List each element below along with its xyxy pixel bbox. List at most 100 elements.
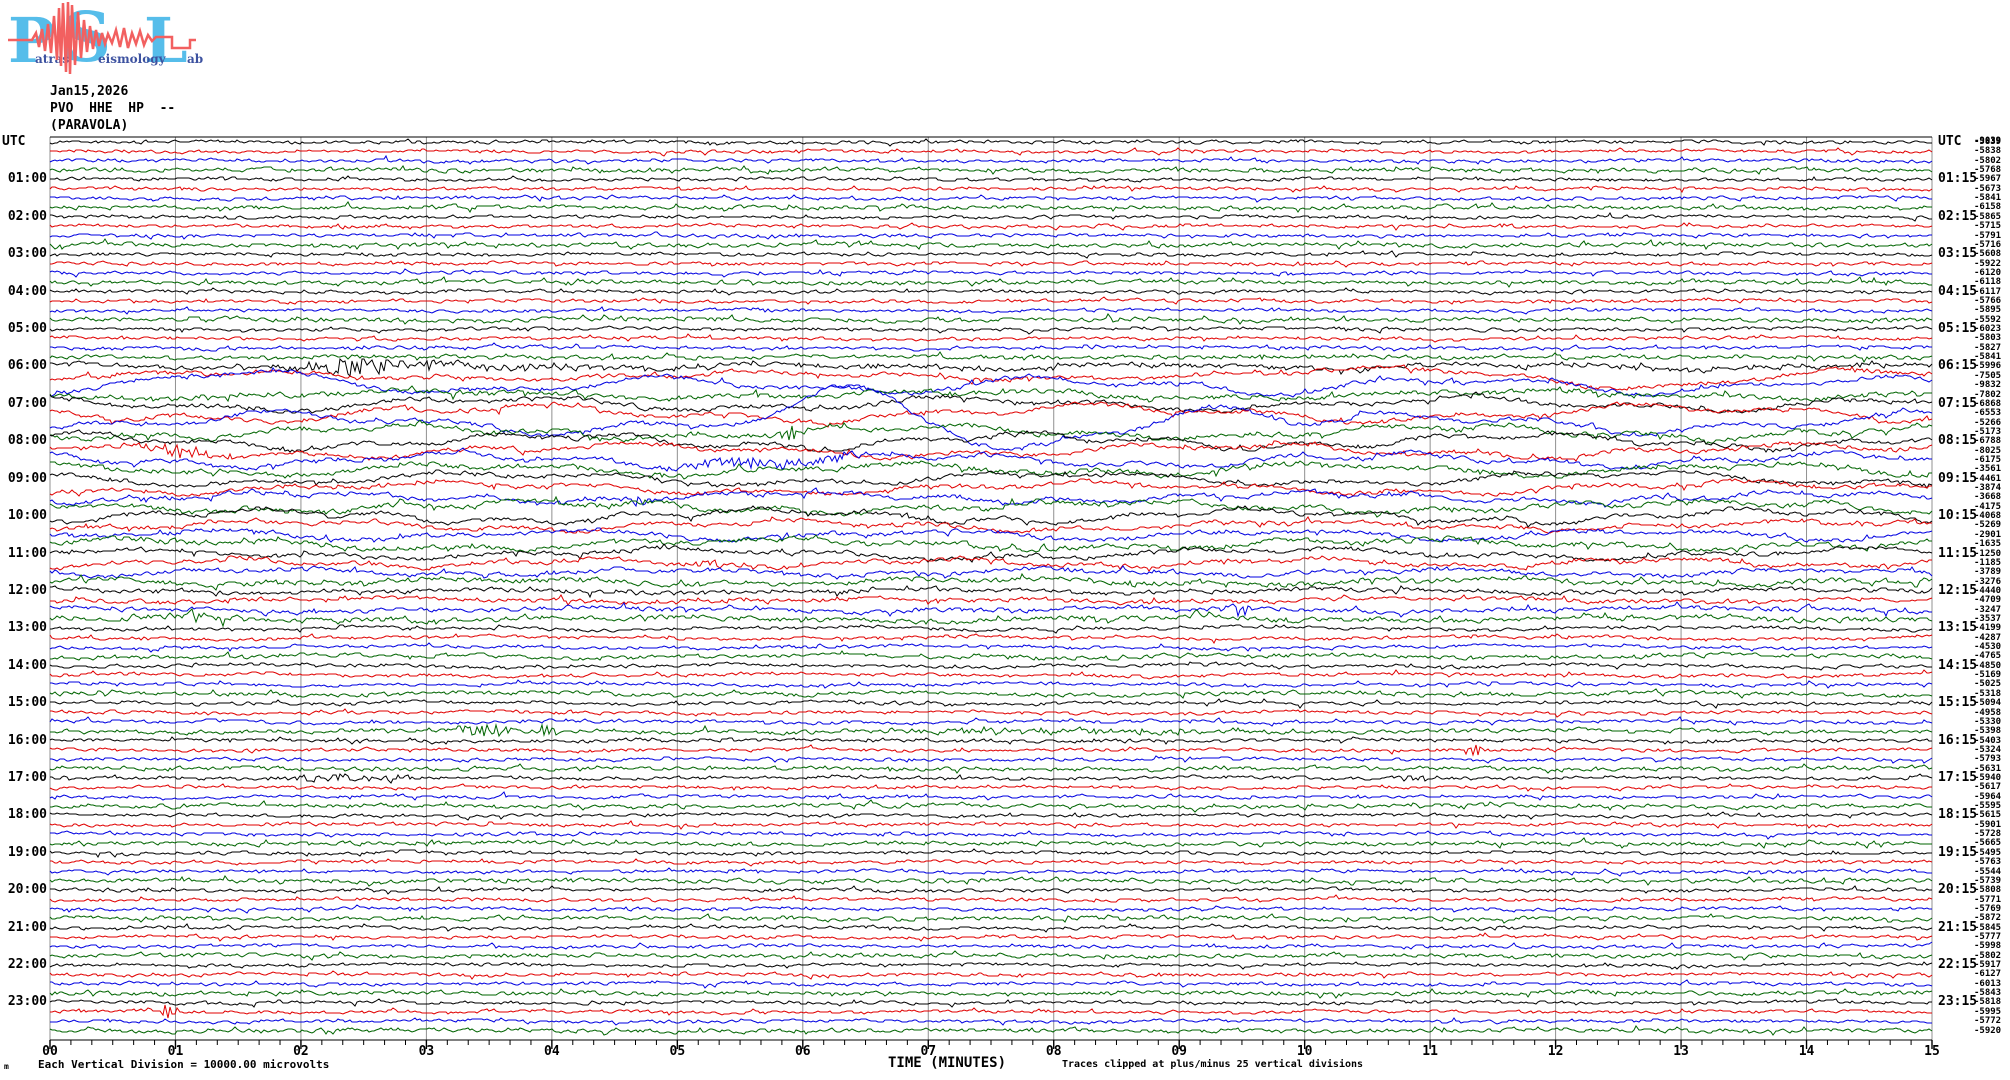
hour-label-left: UTC xyxy=(2,134,26,149)
hour-label-right: 19:15 xyxy=(1938,844,1978,860)
seismo-trace-row-87 xyxy=(49,950,1933,961)
logo-word-eismology: eismology xyxy=(98,52,166,66)
seismo-trace-row-79 xyxy=(49,875,1933,887)
trace-offset-value: -6127 xyxy=(1974,969,2002,980)
hour-label-right: UTC xyxy=(1938,134,1962,149)
trace-offset-value: -5964 xyxy=(1974,791,2002,802)
seismo-trace-row-44 xyxy=(49,543,1933,563)
seismo-trace-row-40 xyxy=(49,505,1933,528)
seismo-trace-row-11 xyxy=(49,238,1933,250)
hour-label-right: 13:15 xyxy=(1938,620,1978,636)
trace-offset-value: -5843 xyxy=(1974,988,2002,999)
hour-label-left: 06:00 xyxy=(7,358,47,374)
seismo-trace-row-22 xyxy=(50,342,1932,352)
trace-offset-value: -5324 xyxy=(1974,744,2002,755)
trace-offset-value: -5803 xyxy=(1974,333,2002,344)
hour-label-left: 08:00 xyxy=(7,433,47,449)
hour-label-left: 17:00 xyxy=(7,769,47,785)
seismo-trace-row-83 xyxy=(49,913,1933,924)
trace-offset-value: -1635 xyxy=(1974,539,2002,550)
trace-offset-value: -5841 xyxy=(1974,193,2002,204)
seismo-trace-row-58 xyxy=(50,679,1933,689)
seismo-trace-row-7 xyxy=(49,201,1932,213)
seismo-trace-row-21 xyxy=(49,333,1933,343)
x-tick-label: 14 xyxy=(1798,1044,1815,1059)
x-tick-label: 13 xyxy=(1673,1044,1689,1059)
seismo-trace-row-34 xyxy=(49,447,1932,472)
seismo-trace-row-64 xyxy=(49,736,1932,745)
seismo-trace-row-51 xyxy=(49,608,1933,628)
trace-offset-value: -5917 xyxy=(1974,960,2002,971)
seismo-trace-row-20 xyxy=(49,325,1933,335)
trace-offset-value: -5771 xyxy=(1974,894,2002,905)
trace-offset-value: -4709 xyxy=(1974,595,2002,606)
seismo-trace-row-67 xyxy=(49,763,1933,774)
seismo-trace-row-6 xyxy=(50,194,1932,203)
trace-offset-value: -6788 xyxy=(1974,436,2002,447)
seismo-trace-row-29 xyxy=(49,401,1933,428)
seismo-trace-row-30 xyxy=(49,384,1933,451)
trace-offset-value: -6117 xyxy=(1974,286,2002,297)
hour-label-right: 23:15 xyxy=(1938,994,1978,1010)
trace-offset-value: -4850 xyxy=(1974,660,2002,671)
seismo-trace-row-52 xyxy=(50,624,1933,634)
x-tick-label: 02 xyxy=(293,1044,309,1059)
seismo-trace-row-50 xyxy=(49,601,1932,618)
seismo-trace-row-36 xyxy=(49,469,1933,489)
trace-offset-value: -4068 xyxy=(1974,511,2002,522)
trace-offset-value: -5544 xyxy=(1974,866,2002,877)
trace-offset-value: -5895 xyxy=(1974,305,2002,316)
trace-offset-value: -5940 xyxy=(1974,772,2002,783)
trace-offset-value: -5318 xyxy=(1974,688,2002,699)
trace-offset-value: -5845 xyxy=(1974,922,2002,933)
seismo-trace-row-55 xyxy=(50,650,1933,661)
seismo-trace-row-75 xyxy=(49,837,1932,849)
hour-label-right: 09:15 xyxy=(1938,470,1978,486)
logo-word-ab: ab xyxy=(187,52,204,66)
hour-label-left: 11:00 xyxy=(7,545,47,561)
seismo-trace-row-91 xyxy=(49,988,1933,999)
hour-label-left: 03:00 xyxy=(7,246,47,262)
seismo-trace-row-59 xyxy=(49,688,1933,699)
trace-offset-value: -5838 xyxy=(1974,146,2002,157)
x-tick-label: 01 xyxy=(167,1044,184,1059)
hour-label-right: 21:15 xyxy=(1938,919,1978,935)
seismo-trace-row-48 xyxy=(50,585,1933,599)
trace-offset-value: -5841 xyxy=(1974,352,2002,363)
seismo-trace-row-23 xyxy=(49,351,1933,364)
seismo-trace-row-38 xyxy=(49,487,1933,508)
trace-offset-value: -5673 xyxy=(1974,183,2002,194)
hour-label-right: 11:15 xyxy=(1938,545,1978,561)
hour-label-right: 20:15 xyxy=(1938,882,1978,898)
seismo-trace-row-43 xyxy=(49,534,1932,553)
trace-offset-value: -5772 xyxy=(1974,1016,2002,1027)
trace-offset-value: -5766 xyxy=(1974,295,2002,306)
seismo-trace-row-68 xyxy=(50,773,1933,784)
seismo-trace-row-76 xyxy=(49,848,1932,858)
trace-offset-value: -5728 xyxy=(1974,829,2002,840)
trace-offset-value: -5269 xyxy=(1974,520,2002,531)
trace-offset-value: -7802 xyxy=(1974,389,2002,400)
seismo-trace-row-45 xyxy=(49,555,1932,572)
seismo-trace-row-19 xyxy=(49,313,1933,325)
hour-label-right: 14:15 xyxy=(1938,657,1978,673)
x-axis-title: TIME (MINUTES) xyxy=(888,1055,1007,1071)
seismo-trace-row-90 xyxy=(50,979,1933,989)
hour-label-left: 07:00 xyxy=(7,395,47,411)
trace-offset-value: -5025 xyxy=(1974,679,2002,690)
hour-label-right: 12:15 xyxy=(1938,582,1978,598)
trace-offset-value: -6023 xyxy=(1974,324,2002,335)
hour-label-left: 05:00 xyxy=(7,321,47,337)
trace-offset-value: -5665 xyxy=(1974,838,2002,849)
x-tick-label: 12 xyxy=(1547,1044,1564,1059)
seismo-trace-row-33 xyxy=(49,440,1933,462)
trace-offset-value: -4461 xyxy=(1974,473,2002,484)
trace-offset-value: -5802 xyxy=(1974,155,2002,166)
seismo-trace-row-28 xyxy=(49,391,1933,414)
seismo-trace-row-53 xyxy=(49,633,1933,644)
header-date: Jan15,2026 xyxy=(50,84,129,99)
trace-offset-value: -5769 xyxy=(1974,903,2002,914)
trace-offset-value: -5995 xyxy=(1974,1006,2002,1017)
seismo-trace-row-72 xyxy=(49,811,1933,821)
